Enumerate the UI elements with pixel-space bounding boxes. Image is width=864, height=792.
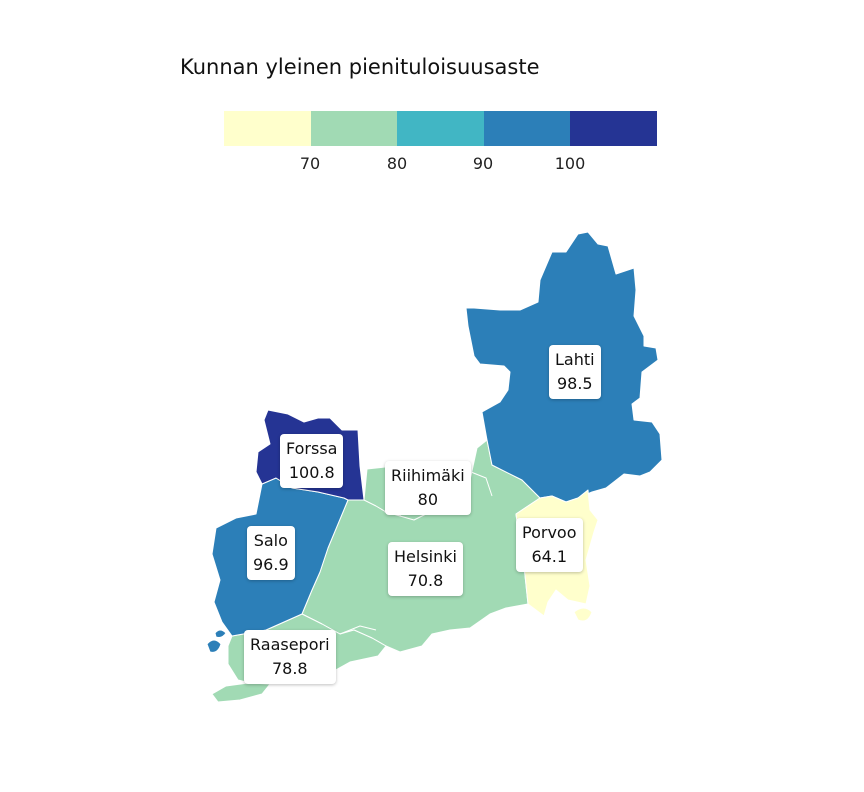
island-porvoo[interactable] [573,607,593,622]
scale-swatch-2 [310,111,397,146]
scale-swatch-5 [570,111,657,146]
island-raasepori[interactable] [211,682,271,703]
scale-swatch-1 [224,111,311,146]
island-salo-2[interactable] [214,629,227,638]
scale-swatch-3 [397,111,484,146]
color-scale-bar [224,111,657,146]
scale-tick-90: 90 [472,154,494,173]
island-salo-1[interactable] [206,639,222,653]
label-salo: Salo 96.9 [247,526,295,580]
label-porvoo: Porvoo 64.1 [516,518,583,572]
label-raasepori: Raasepori 78.8 [244,630,336,684]
label-forssa: Forssa 100.8 [280,434,344,488]
label-lahti: Lahti 98.5 [549,345,601,399]
scale-tick-80: 80 [386,154,408,173]
scale-tick-100: 100 [554,154,586,173]
label-riihimaki: Riihimäki 80 [385,461,471,515]
scale-tick-70: 70 [299,154,321,173]
legend-title: Kunnan yleinen pienituloisuusaste [180,55,540,79]
label-helsinki: Helsinki 70.8 [388,542,463,596]
scale-swatch-4 [483,111,570,146]
